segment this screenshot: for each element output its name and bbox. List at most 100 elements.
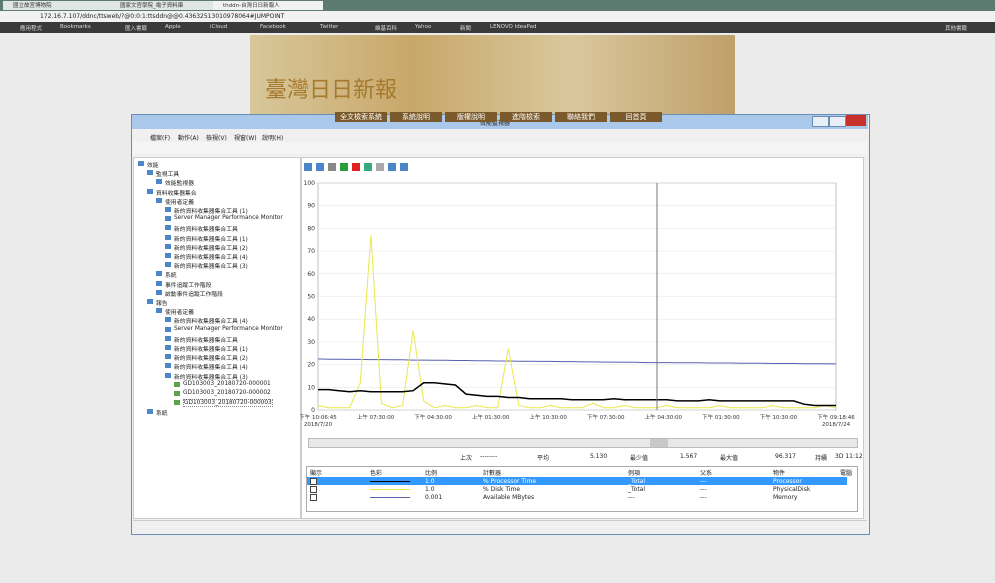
tree-icon <box>165 225 171 230</box>
tree-icon <box>165 354 171 359</box>
tree-icon <box>156 179 162 184</box>
tree-item[interactable]: 使用者定義 <box>165 197 194 206</box>
color-swatch <box>370 481 410 482</box>
tree-item[interactable]: 使用者定義 <box>165 307 194 316</box>
menu-item[interactable]: 檢視(V) <box>206 133 227 142</box>
tree-item[interactable]: 監視工具 <box>156 169 179 178</box>
tree-item[interactable]: Server Manager Performance Monitor <box>174 215 283 221</box>
banner-menu-item[interactable]: 進階檢索 <box>500 112 552 122</box>
tree-item[interactable]: 新的資料收集器集合工具 (1) <box>174 206 248 215</box>
table-cell[interactable]: 1.0 <box>425 478 435 485</box>
min-button[interactable] <box>812 116 829 127</box>
stat: 平均 <box>537 453 549 462</box>
bookmark[interactable]: Twitter <box>320 24 338 30</box>
checkbox[interactable] <box>310 494 317 501</box>
tree-item[interactable]: 效能監視器 <box>165 178 194 187</box>
x-tick-label: 下午 04:30:00 <box>414 413 452 421</box>
color-swatch <box>370 497 410 498</box>
tree-icon <box>165 244 171 249</box>
table-cell[interactable]: --- <box>628 494 635 501</box>
max-button[interactable] <box>829 116 846 127</box>
tree-item[interactable]: 系統 <box>165 270 177 279</box>
tree-item[interactable]: 報告 <box>156 298 168 307</box>
tree-item[interactable]: GD103003_20180720-000003 <box>183 399 273 407</box>
bookmark[interactable]: Yahoo <box>415 24 431 30</box>
tree-item[interactable]: 效能 <box>147 160 159 169</box>
tree-item[interactable]: 事件追蹤工作階段 <box>165 280 211 289</box>
table-cell[interactable]: --- <box>700 486 707 493</box>
table-cell[interactable]: 1.0 <box>425 486 435 493</box>
tree-item[interactable]: 新的資料收集器集合工具 (2) <box>174 353 248 362</box>
table-cell[interactable]: PhysicalDisk <box>773 486 810 493</box>
tree-item[interactable]: 新的資料收集器集合工具 (4) <box>174 316 248 325</box>
scroll-thumb[interactable] <box>650 439 668 447</box>
tree-item[interactable]: 系統 <box>156 408 168 417</box>
table-cell[interactable]: % Disk Time <box>483 486 520 493</box>
menu-item[interactable]: 檔案(F) <box>150 133 170 142</box>
table-cell[interactable]: Memory <box>773 494 797 501</box>
bookmark[interactable]: 維基百科 <box>375 24 397 32</box>
chart-tool-icon <box>304 163 312 171</box>
bookmark[interactable]: Bookmarks <box>60 24 91 30</box>
tree-item[interactable]: GD103003_20180720-000001 <box>183 381 271 387</box>
bookmark[interactable]: Facebook <box>260 24 286 30</box>
tree-item[interactable]: 新的資料收集器集合工具 <box>174 335 238 344</box>
tab[interactable]: thddn-台灣日日新報人 <box>213 1 323 10</box>
stat: 96.317 <box>775 453 796 460</box>
bookmark[interactable]: iCloud <box>210 24 227 30</box>
bookmark[interactable]: LENOVO IdeaPad <box>490 24 536 30</box>
tree-item[interactable]: 新的資料收集器集合工具 (1) <box>174 234 248 243</box>
bookmark[interactable]: 匯入書籤 <box>125 24 147 32</box>
tab[interactable]: 國家文官學院_電子資料庫 <box>110 1 217 10</box>
tree-item[interactable]: 新的資料收集器集合工具 <box>174 224 238 233</box>
table-cell[interactable]: Available MBytes <box>483 494 534 501</box>
tree-item[interactable]: 新的資料收集器集合工具 (3) <box>174 372 248 381</box>
tree-item[interactable]: GD103003_20180720-000002 <box>183 390 271 396</box>
x-tick-label: 上午 10:30:00 <box>529 413 567 421</box>
tree-item[interactable]: 新的資料收集器集合工具 (4) <box>174 362 248 371</box>
close-button[interactable] <box>846 115 866 126</box>
tree-item[interactable]: 新的資料收集器集合工具 (3) <box>174 261 248 270</box>
bookmark[interactable]: 應用程式 <box>20 24 42 32</box>
y-tick-label: 40 <box>307 316 315 323</box>
table-header: 例項 <box>628 468 640 477</box>
chart-tool-icon <box>364 163 372 171</box>
table-cell[interactable]: --- <box>700 494 707 501</box>
table-header: 電腦 <box>840 468 852 477</box>
tree-icon <box>165 363 171 368</box>
scrollbar[interactable] <box>308 438 858 448</box>
menu-item[interactable]: 視窗(W) <box>234 133 257 142</box>
tree-item[interactable]: 新的資料收集器集合工具 (1) <box>174 344 248 353</box>
table-header: 物件 <box>773 468 785 477</box>
banner-menu-item[interactable]: 版權說明 <box>445 112 497 122</box>
tree-icon <box>165 262 171 267</box>
table-cell[interactable]: _Total <box>628 478 645 485</box>
table-cell[interactable]: Processor <box>773 478 802 485</box>
table-cell[interactable]: --- <box>700 478 707 485</box>
banner-menu-item[interactable]: 回首頁 <box>610 112 662 122</box>
checkbox[interactable] <box>310 478 317 485</box>
menu-item[interactable]: 說明(H) <box>262 133 283 142</box>
banner-menu-item[interactable]: 系統說明 <box>390 112 442 122</box>
tree-icon <box>156 271 162 276</box>
tree-item[interactable]: 資料收集器集合 <box>156 188 197 197</box>
checkbox[interactable] <box>310 486 317 493</box>
tree-item[interactable]: 啟動事件追蹤工作階段 <box>165 289 223 298</box>
bookmark[interactable]: Apple <box>165 24 181 30</box>
banner-menu-item[interactable]: 全文檢索系統 <box>335 112 387 122</box>
tree-icon <box>147 299 153 304</box>
table-cell[interactable]: 0.001 <box>425 494 442 501</box>
tree-item[interactable]: Server Manager Performance Monitor <box>174 326 283 332</box>
table-cell[interactable]: % Processor Time <box>483 478 536 485</box>
tree-item[interactable]: 新的資料收集器集合工具 (4) <box>174 252 248 261</box>
bookmark[interactable]: 其他書籤 <box>945 24 967 32</box>
tab[interactable]: 國立故宮博物院 <box>3 1 110 10</box>
bookmark[interactable]: 新聞 <box>460 24 471 32</box>
menu-item[interactable]: 動作(A) <box>178 133 199 142</box>
banner-menu-item[interactable]: 聯絡我們 <box>555 112 607 122</box>
table-cell[interactable]: _Total <box>628 486 645 493</box>
url[interactable]: 172.16.7.107/ddnc/ttsweb/?@0:0:1:ttsddn@… <box>40 13 284 20</box>
tree-icon <box>165 235 171 240</box>
tree-item[interactable]: 新的資料收集器集合工具 (2) <box>174 243 248 252</box>
chart-tool-icon <box>400 163 408 171</box>
